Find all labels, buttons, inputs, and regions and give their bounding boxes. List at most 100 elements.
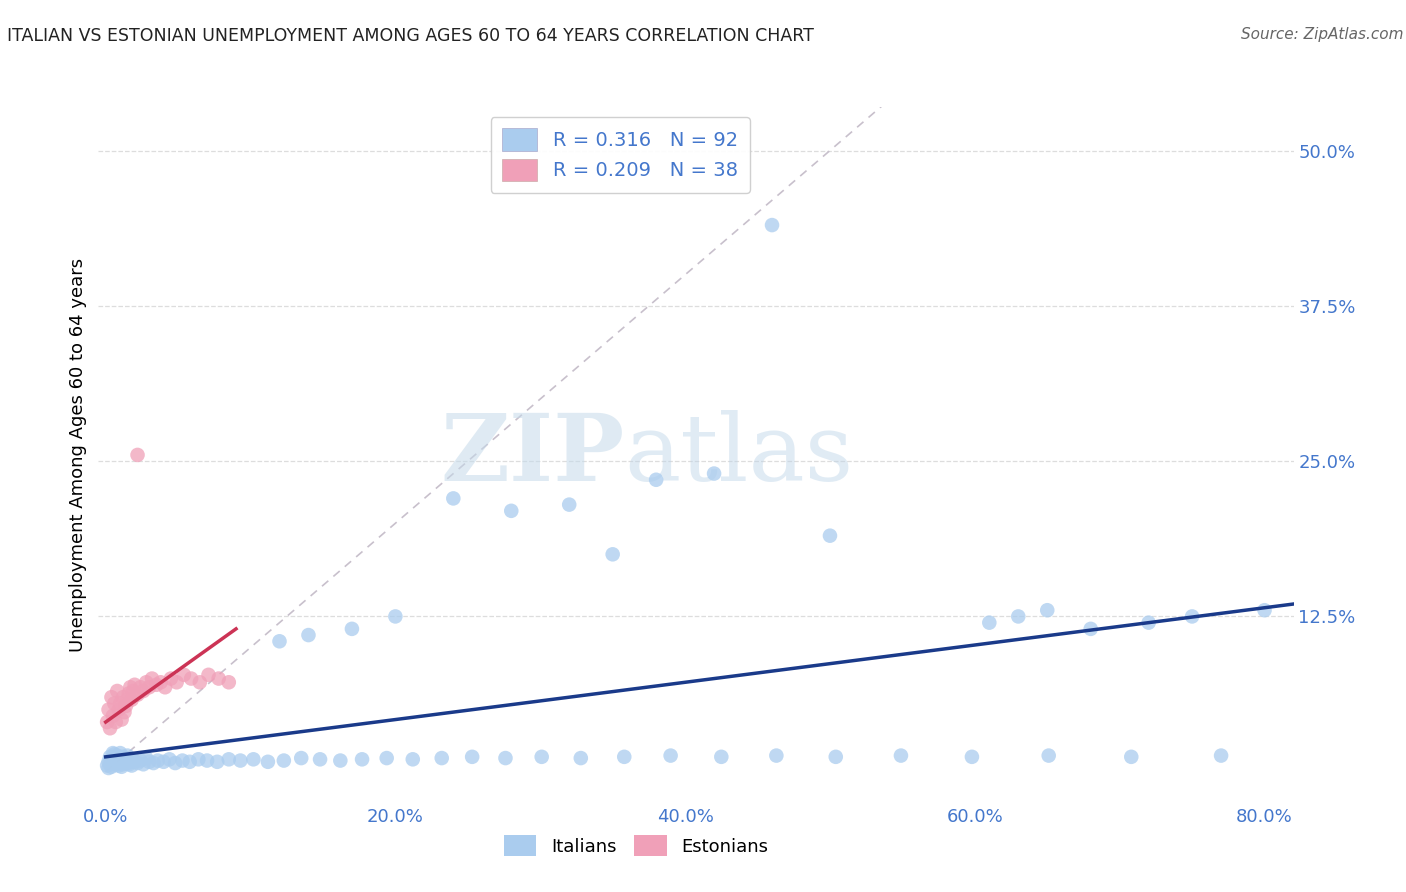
Estonians <box>96 714 118 729</box>
Italians <box>103 754 125 768</box>
Italians <box>129 754 152 768</box>
Italians <box>112 757 135 772</box>
Italians <box>122 752 145 766</box>
Text: ITALIAN VS ESTONIAN UNEMPLOYMENT AMONG AGES 60 TO 64 YEARS CORRELATION CHART: ITALIAN VS ESTONIAN UNEMPLOYMENT AMONG A… <box>7 27 814 45</box>
Italians <box>242 752 264 766</box>
Italians <box>121 758 143 772</box>
Italians <box>104 757 127 772</box>
Estonians <box>110 713 132 727</box>
Estonians <box>124 678 146 692</box>
Estonians <box>129 680 152 694</box>
Italians <box>309 752 332 766</box>
Italians <box>117 756 139 770</box>
Italians <box>530 749 553 764</box>
Estonians <box>132 684 155 698</box>
Text: atlas: atlas <box>624 410 853 500</box>
Estonians <box>114 705 136 719</box>
Italians <box>761 218 783 232</box>
Estonians <box>117 692 139 706</box>
Italians <box>384 609 406 624</box>
Legend: Italians, Estonians: Italians, Estonians <box>496 828 776 863</box>
Estonians <box>97 703 120 717</box>
Italians <box>645 473 668 487</box>
Italians <box>118 757 141 772</box>
Italians <box>132 757 155 772</box>
Estonians <box>121 692 143 706</box>
Italians <box>297 628 319 642</box>
Italians <box>124 755 146 769</box>
Italians <box>290 751 312 765</box>
Italians <box>824 749 846 764</box>
Italians <box>495 751 517 765</box>
Italians <box>172 754 194 768</box>
Italians <box>273 754 295 768</box>
Italians <box>1181 609 1204 624</box>
Italians <box>569 751 592 765</box>
Estonians <box>166 675 188 690</box>
Estonians <box>122 684 145 698</box>
Estonians <box>160 672 183 686</box>
Italians <box>613 749 636 764</box>
Italians <box>146 754 169 768</box>
Italians <box>1038 748 1060 763</box>
Italians <box>461 749 484 764</box>
Italians <box>152 755 174 769</box>
Italians <box>329 754 352 768</box>
Estonians <box>149 675 172 690</box>
Estonians <box>107 703 129 717</box>
Italians <box>257 755 280 769</box>
Italians <box>765 748 787 763</box>
Italians <box>165 756 187 770</box>
Italians <box>340 622 363 636</box>
Italians <box>97 755 120 769</box>
Italians <box>710 749 733 764</box>
Italians <box>98 749 121 764</box>
Italians <box>352 752 374 766</box>
Italians <box>1121 749 1143 764</box>
Estonians <box>218 675 240 690</box>
Estonians <box>173 668 195 682</box>
Italians <box>101 756 124 770</box>
Italians <box>107 752 129 766</box>
Italians <box>229 754 252 768</box>
Italians <box>1036 603 1059 617</box>
Italians <box>115 751 138 765</box>
Italians <box>104 751 127 765</box>
Italians <box>101 746 124 760</box>
Italians <box>100 752 122 766</box>
Italians <box>375 751 398 765</box>
Italians <box>103 747 125 762</box>
Italians <box>659 748 682 763</box>
Italians <box>218 752 240 766</box>
Y-axis label: Unemployment Among Ages 60 to 64 years: Unemployment Among Ages 60 to 64 years <box>69 258 87 652</box>
Italians <box>96 758 118 772</box>
Italians <box>127 756 149 770</box>
Estonians <box>120 680 142 694</box>
Italians <box>108 746 131 760</box>
Italians <box>135 751 157 765</box>
Italians <box>703 467 725 481</box>
Estonians <box>153 680 176 694</box>
Estonians <box>103 697 125 711</box>
Italians <box>120 754 142 768</box>
Estonians <box>105 684 128 698</box>
Estonians <box>208 672 231 686</box>
Italians <box>402 752 425 766</box>
Italians <box>98 757 121 772</box>
Italians <box>108 756 131 770</box>
Estonians <box>104 714 127 729</box>
Estonians <box>145 678 167 692</box>
Estonians <box>180 672 202 686</box>
Italians <box>979 615 1001 630</box>
Estonians <box>127 688 149 702</box>
Text: ZIP: ZIP <box>440 410 624 500</box>
Italians <box>1137 615 1160 630</box>
Italians <box>110 760 132 774</box>
Italians <box>1080 622 1102 636</box>
Estonians <box>135 675 157 690</box>
Italians <box>107 758 129 772</box>
Italians <box>114 755 136 769</box>
Italians <box>195 754 218 768</box>
Estonians <box>127 448 149 462</box>
Italians <box>112 749 135 764</box>
